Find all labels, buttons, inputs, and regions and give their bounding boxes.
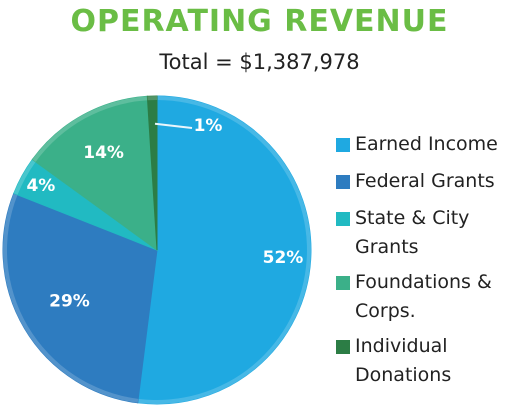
legend-item: Federal Grants	[333, 167, 519, 196]
pie-slice-edge	[13, 159, 36, 195]
legend-item: Earned Income	[333, 130, 519, 159]
leader-line	[154, 122, 193, 129]
pie-slice-foundations-corps	[31, 95, 158, 252]
legend-label: Corps.	[355, 300, 416, 322]
chart-title: OPERATING REVENUE	[70, 4, 449, 39]
pie-chart: 52% 29% 4% 14% 1%	[2, 95, 312, 405]
legend-item: Individual Donations	[333, 332, 519, 390]
legend-label: Grants	[355, 236, 419, 258]
legend-swatch	[336, 138, 350, 152]
pie-slice-individual-donations	[146, 95, 158, 251]
slice-label: 29%	[49, 292, 90, 312]
legend-item: State & City Grants	[333, 204, 519, 262]
slice-label: 1%	[194, 116, 223, 136]
pie-slice-edge	[147, 95, 157, 101]
legend-swatch	[336, 340, 350, 354]
legend-label: Donations	[355, 364, 452, 386]
chart-subtitle: Total = $1,387,978	[159, 50, 360, 74]
slice-label: 14%	[83, 143, 124, 163]
legend-swatch	[336, 175, 350, 189]
slice-label: 52%	[263, 248, 304, 268]
legend-label: Foundations &	[355, 271, 492, 293]
legend-label: Earned Income	[355, 133, 498, 155]
legend-label: Individual	[355, 335, 448, 357]
legend: Earned Income Federal Grants State & City G…	[333, 130, 519, 390]
pie-slice-federal-grants	[2, 192, 158, 404]
legend-swatch	[336, 276, 350, 290]
pie-slice-earned-income	[137, 95, 312, 405]
legend-swatch	[336, 212, 350, 226]
legend-label: State & City	[355, 207, 470, 229]
legend-label: Federal Grants	[355, 170, 495, 192]
slice-label: 4%	[26, 176, 55, 196]
legend-item: Foundations & Corps.	[333, 268, 519, 326]
